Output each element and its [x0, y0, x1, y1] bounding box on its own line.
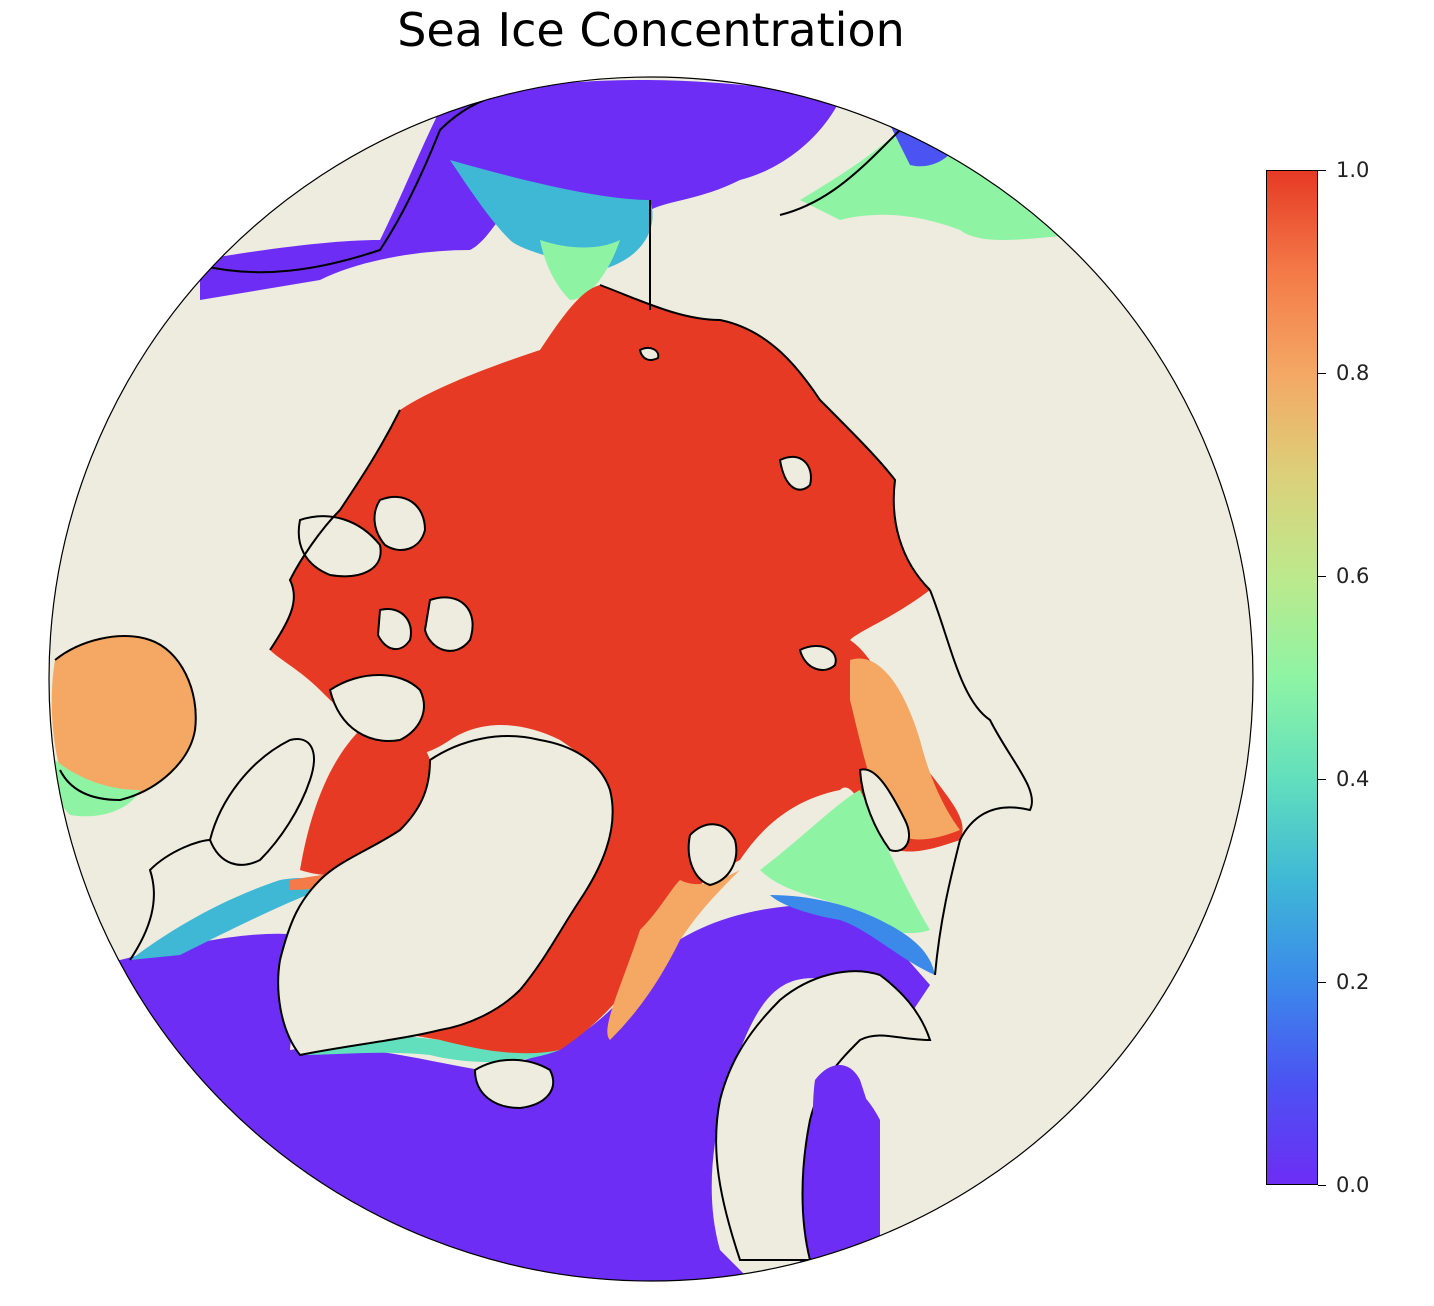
colorbar-tick-label: 0.8 [1336, 361, 1370, 385]
colorbar-tick [1318, 779, 1326, 780]
arctic-island-4 [376, 608, 412, 650]
colorbar [1266, 170, 1318, 1185]
arctic-island-3 [423, 596, 474, 652]
labrador-sea-ice-gradient [130, 878, 320, 960]
canada-coast [269, 409, 401, 651]
colorbar-tick-label: 0.2 [1336, 970, 1370, 994]
iceland [473, 1058, 555, 1110]
franz-josef-land [798, 645, 837, 671]
chart-title: Sea Ice Concentration [397, 3, 905, 57]
colorbar-tick [1318, 982, 1326, 983]
colorbar-tick [1318, 1185, 1326, 1186]
novaya-zemlya [858, 768, 910, 852]
severnaya-zemlya [778, 455, 812, 491]
siberia-coast [599, 284, 931, 591]
okhotsk-sea-ice [800, 120, 1070, 240]
colorbar-gradient [1266, 170, 1318, 1185]
colorbar-tick [1318, 373, 1326, 374]
hudson-bay-ice [51, 636, 196, 800]
alaska-coast [199, 94, 501, 274]
colorbar-tick [1318, 170, 1326, 171]
greenland [277, 735, 614, 1057]
russia-west-coast [929, 589, 1033, 976]
map-content [49, 77, 1253, 1281]
barents-sea-open-gradient [760, 790, 930, 934]
labrador-coast [129, 839, 211, 961]
scandinavia [715, 970, 932, 1261]
new-siberian-islands [638, 347, 660, 361]
arctic-island-2 [373, 495, 427, 551]
hudson-bay-coast [54, 635, 197, 802]
east-greenland-ice-edge [607, 870, 740, 1040]
bering-sea-ice-gradient [450, 160, 653, 270]
ellesmere-island [328, 674, 425, 742]
colorbar-tick-label: 0.0 [1336, 1173, 1370, 1197]
colorbar-tick-label: 1.0 [1336, 158, 1370, 182]
barents-sea-blue [770, 895, 935, 975]
bering-strait-ice [540, 240, 620, 300]
svalbard [687, 823, 738, 887]
hudson-bay-ice-edge [53, 760, 140, 817]
baffin-island [208, 738, 315, 866]
colorbar-tick-label: 0.6 [1336, 564, 1370, 588]
baltic-sea [811, 1065, 880, 1250]
colorbar-tick-label: 0.4 [1336, 767, 1370, 791]
colorbar-tick [1318, 576, 1326, 577]
globe-boundary [48, 76, 1254, 1282]
